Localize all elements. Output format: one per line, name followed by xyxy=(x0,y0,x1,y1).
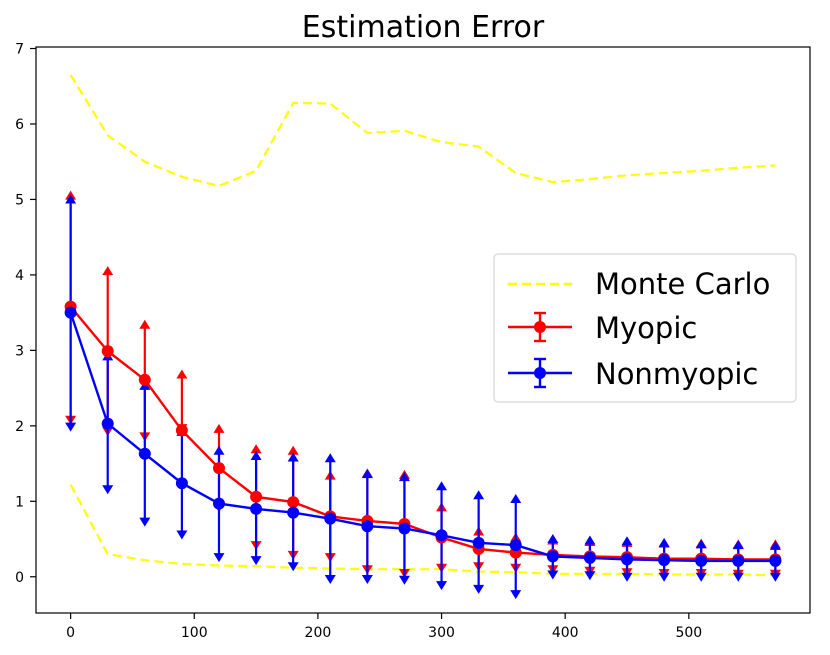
nonmyopic-point xyxy=(583,551,596,564)
nonmyopic-errorbar-cap-low xyxy=(695,572,707,582)
nonmyopic-errorbar-cap-low xyxy=(436,581,448,591)
nonmyopic-errorbar-cap-low xyxy=(473,584,485,594)
x-tick-label: 500 xyxy=(675,625,702,641)
nonmyopic-errorbar-cap-high xyxy=(584,535,596,545)
myopic-errorbar-cap-high xyxy=(102,266,114,276)
nonmyopic-point xyxy=(621,553,634,566)
nonmyopic-point xyxy=(101,417,114,430)
nonmyopic-point xyxy=(64,306,77,319)
nonmyopic-errorbar-cap-high xyxy=(695,539,707,549)
nonmyopic-errorbar-cap-high xyxy=(769,540,781,550)
nonmyopic-errorbar-cap-high xyxy=(510,494,522,504)
nonmyopic-point xyxy=(472,536,485,549)
nonmyopic-errorbar-cap-high xyxy=(658,537,670,547)
myopic-point xyxy=(138,373,151,386)
myopic-errorbar-cap-high xyxy=(139,319,151,329)
y-tick-label: 2 xyxy=(15,419,24,435)
nonmyopic-errorbar-cap-high xyxy=(324,453,336,463)
myopic-point xyxy=(175,424,188,437)
monte-carlo-upper-line xyxy=(69,74,776,188)
nonmyopic-line xyxy=(69,312,776,563)
nonmyopic-point xyxy=(732,554,745,567)
x-tick-label: 400 xyxy=(552,625,579,641)
nonmyopic-point xyxy=(769,554,782,567)
nonmyopic-point xyxy=(546,550,559,563)
nonmyopic-point xyxy=(509,539,522,552)
nonmyopic-errorbar-cap-low xyxy=(621,572,633,582)
nonmyopic-errorbar-cap-high xyxy=(621,536,633,546)
legend: Monte Carlo Myopic Nonmyopic xyxy=(493,253,797,403)
nonmyopic-errorbar-cap-low xyxy=(250,556,262,566)
nonmyopic-errorbar-cap-high xyxy=(436,481,448,491)
nonmyopic-point xyxy=(398,522,411,535)
nonmyopic-errorbar-cap-low xyxy=(324,575,336,585)
nonmyopic-errorbar-cap-low xyxy=(287,562,299,572)
nonmyopic-errorbar-cap-low xyxy=(547,570,559,580)
axis-ticks: 0 100 200 300 400 500 0 1 2 3 4 5 6 7 xyxy=(15,42,702,641)
nonmyopic-point xyxy=(175,477,188,490)
nonmyopic-errorbar-cap-high xyxy=(250,451,262,461)
legend-box xyxy=(493,253,797,403)
myopic-point xyxy=(250,490,263,503)
myopic-errorbar-cap-high xyxy=(176,369,188,379)
legend-myopic-label: Myopic xyxy=(595,311,697,345)
y-tick-label: 0 xyxy=(15,570,24,586)
y-tick-label: 4 xyxy=(15,268,24,284)
nonmyopic-point xyxy=(361,520,374,533)
chart-title: Estimation Error xyxy=(302,10,545,45)
nonmyopic-errorbar-cap-high xyxy=(361,469,373,479)
myopic-point xyxy=(101,345,114,358)
nonmyopic-point xyxy=(435,529,448,542)
legend-nonmyopic-label: Nonmyopic xyxy=(595,357,758,391)
nonmyopic-point xyxy=(138,447,151,460)
legend-nonmyopic-swatch xyxy=(508,357,572,389)
axes-frame xyxy=(35,46,811,614)
nonmyopic-errorbar-cap-low xyxy=(65,422,77,432)
x-tick-label: 200 xyxy=(305,625,332,641)
nonmyopic-point xyxy=(287,506,300,519)
myopic-errorbar-cap-high xyxy=(213,423,225,433)
nonmyopic-errorbar-cap-high xyxy=(547,534,559,544)
y-tick-label: 3 xyxy=(15,343,24,359)
nonmyopic-errorbar-cap-low xyxy=(102,485,114,495)
nonmyopic-errorbar-cap-low xyxy=(769,572,781,582)
myopic-errorbar-cap-high xyxy=(287,445,299,455)
nonmyopic-errorbar-cap-high xyxy=(287,452,299,462)
nonmyopic-point xyxy=(324,512,337,525)
nonmyopic-errorbar-cap-low xyxy=(213,553,225,563)
nonmyopic-point xyxy=(695,554,708,567)
nonmyopic-errorbar-cap-high xyxy=(65,194,77,204)
myopic-point xyxy=(212,462,225,475)
nonmyopic-errorbar-cap-low xyxy=(361,575,373,585)
legend-monte-carlo-label: Monte Carlo xyxy=(595,267,770,301)
nonmyopic-errorbar-cap-low xyxy=(510,590,522,600)
nonmyopic-point xyxy=(658,554,671,567)
nonmyopic-point xyxy=(212,497,225,510)
nonmyopic-errorbar-cap-low xyxy=(139,517,151,527)
nonmyopic-point xyxy=(250,502,263,515)
nonmyopic-errorbar-cap-low xyxy=(732,572,744,582)
nonmyopic-errorbar-cap-low xyxy=(658,572,670,582)
myopic-errorbar-cap-high xyxy=(250,444,262,454)
myopic-point xyxy=(287,496,300,509)
nonmyopic-errorbar-cap-high xyxy=(473,490,485,500)
nonmyopic-errorbar-cap-low xyxy=(398,575,410,585)
x-tick-label: 300 xyxy=(428,625,455,641)
legend-myopic-swatch xyxy=(508,311,572,343)
y-tick-label: 7 xyxy=(15,42,24,58)
monte-carlo-lower-line xyxy=(69,484,776,577)
plot-area xyxy=(64,74,782,600)
nonmyopic-errorbar-cap-high xyxy=(732,540,744,550)
nonmyopic-errorbar-cap-low xyxy=(176,530,188,540)
x-tick-label: 0 xyxy=(66,625,75,641)
nonmyopic-errorbar-cap-low xyxy=(584,571,596,581)
nonmyopic-errorbar-cap-high xyxy=(213,445,225,455)
y-tick-label: 5 xyxy=(15,192,24,208)
x-tick-label: 100 xyxy=(181,625,208,641)
nonmyopic-errorbar-cap-high xyxy=(398,472,410,482)
y-tick-label: 6 xyxy=(15,117,24,133)
y-tick-label: 1 xyxy=(15,494,24,510)
